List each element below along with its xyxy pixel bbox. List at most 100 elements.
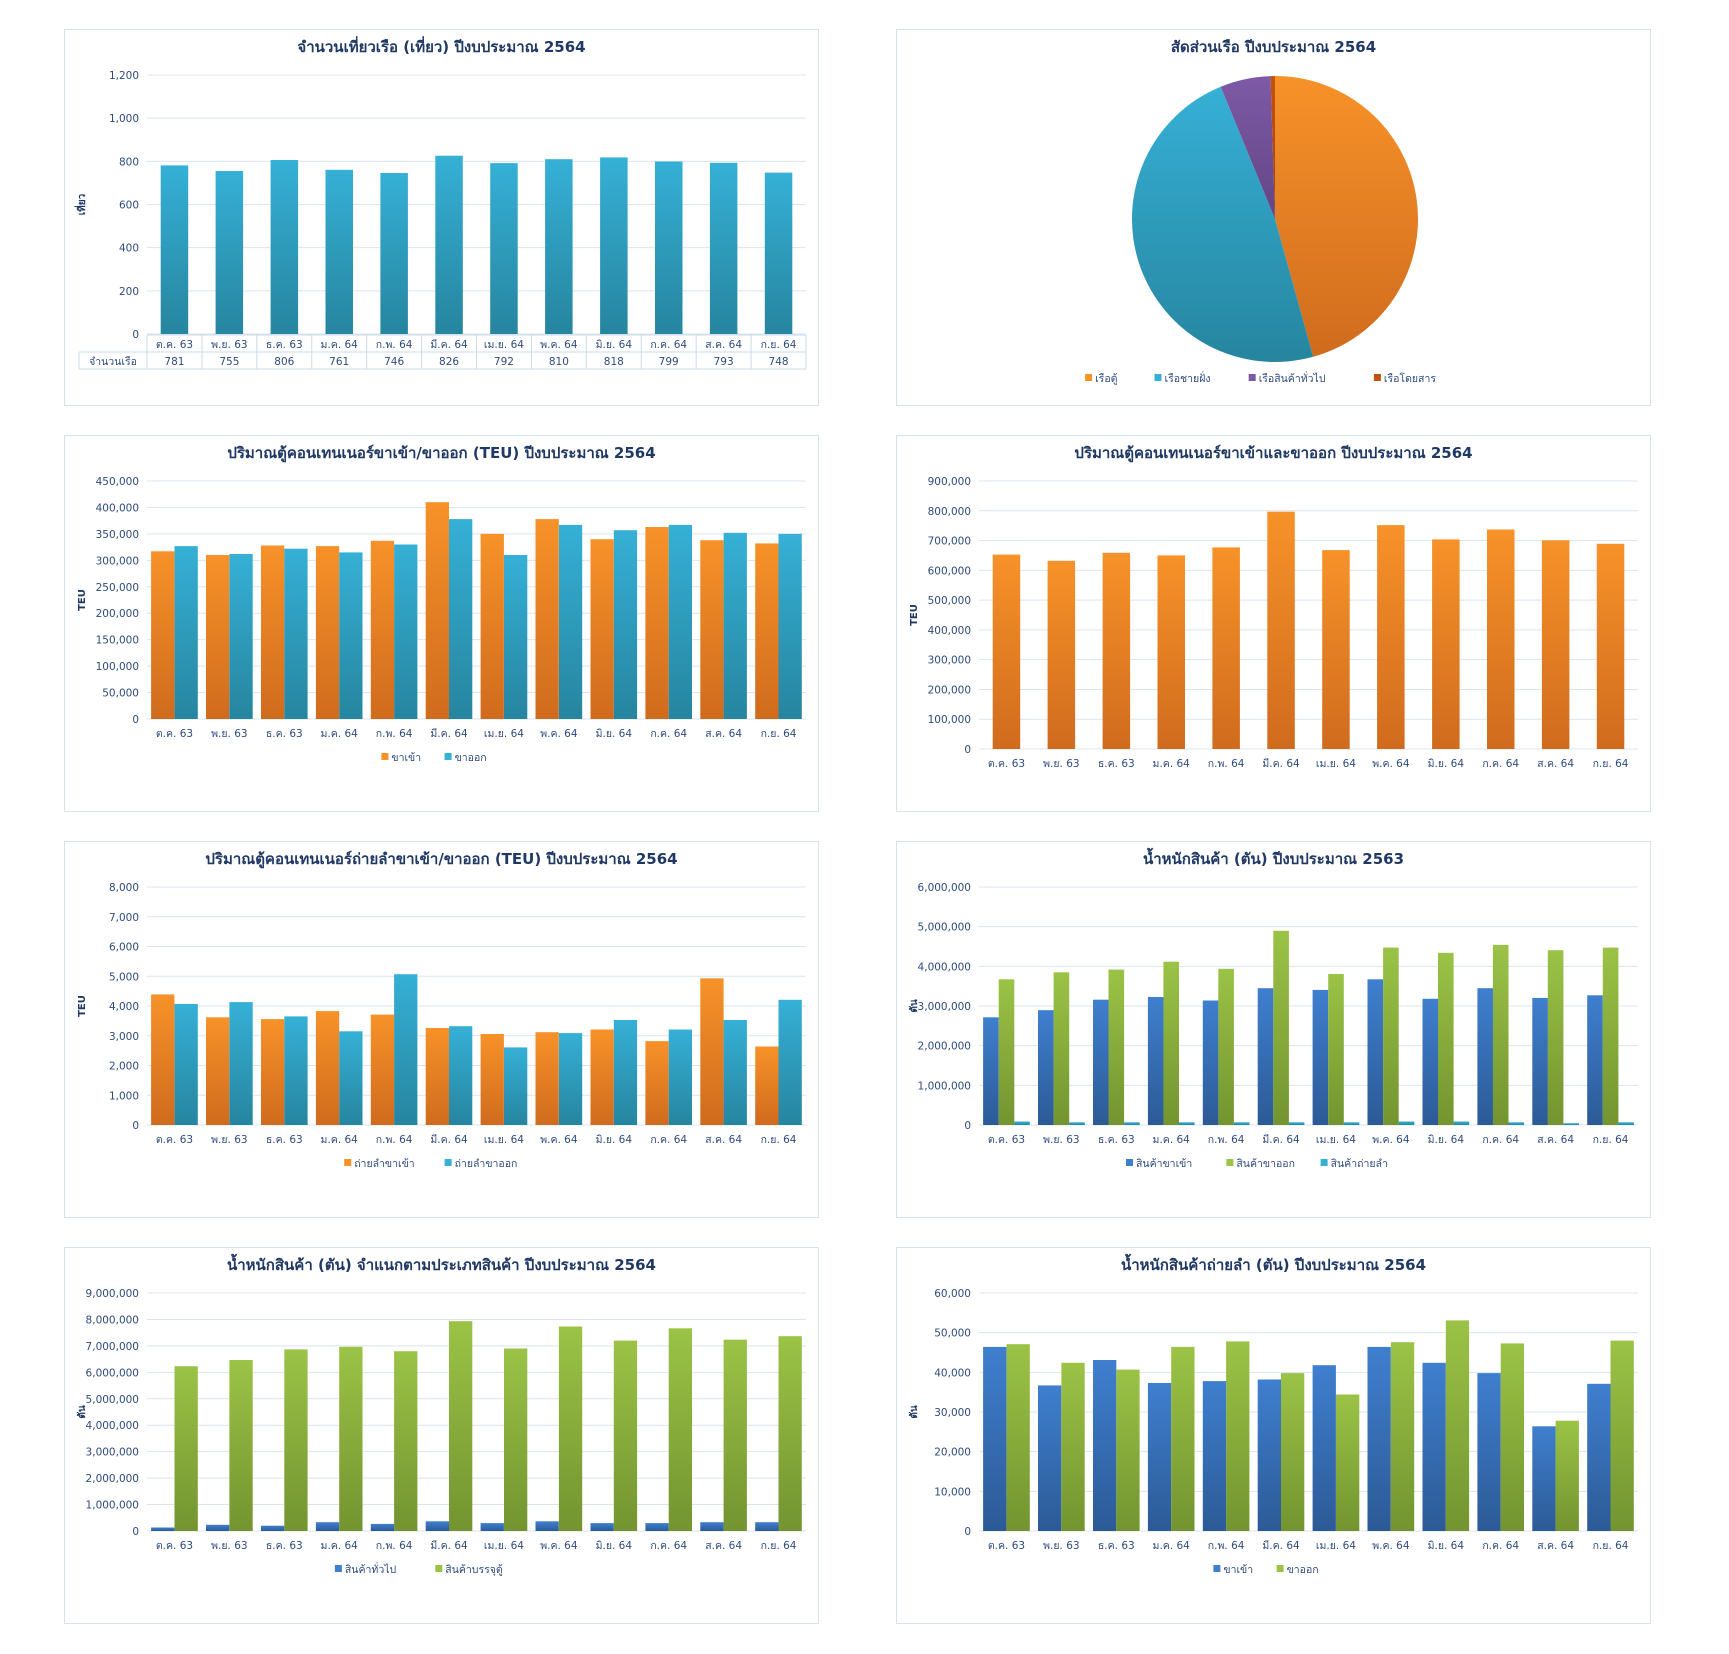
bar-จำนวนเรือ-1 xyxy=(215,171,244,334)
bar-ขาออก-1 xyxy=(229,554,253,719)
y-tick-label: 3,000,000 xyxy=(86,1447,139,1459)
x-tick-label: พ.ค. 64 xyxy=(1372,758,1410,770)
legend-swatch-green xyxy=(1226,1159,1234,1166)
y-tick-label: 7,000 xyxy=(109,912,139,924)
legend-swatch-teal xyxy=(1320,1159,1328,1166)
bar-ถ่ายลำขาเข้า-4 xyxy=(370,1014,395,1125)
bar-จำนวนเรือ-5 xyxy=(435,155,463,334)
y-tick-label: 50,000 xyxy=(934,1328,971,1340)
y-tick-label: 10,000 xyxy=(934,1486,971,1498)
cargo-by-type-bar-chart: น้ำหนักสินค้า (ตัน) จำแนกตามประเภทสินค้า… xyxy=(76,1253,806,1576)
bar-สินค้าขาเข้า-2 xyxy=(1093,999,1109,1125)
x-tick-label: ก.พ. 64 xyxy=(1208,1134,1245,1146)
bar-ถ่ายลำขาเข้า-5 xyxy=(425,1028,449,1125)
y-tick-label: 5,000 xyxy=(109,971,139,983)
y-tick-label: 400,000 xyxy=(96,502,139,514)
bar-จำนวนเรือ-10 xyxy=(709,162,738,334)
transship-weight-bar-chart: น้ำหนักสินค้าถ่ายลำ (ตัน) ปีงบประมาณ 256… xyxy=(908,1253,1638,1576)
x-tick-label: เม.ย. 64 xyxy=(484,1134,524,1146)
x-tick-label: ธ.ค. 63 xyxy=(266,339,303,351)
y-tick-label: 200 xyxy=(119,286,139,298)
pie-slice-1 xyxy=(1131,86,1314,363)
bar-จำนวนเรือ-6 xyxy=(490,163,518,334)
bar-ถ่ายลำขาเข้า-6 xyxy=(480,1034,504,1125)
y-tick-label: 250,000 xyxy=(96,582,139,594)
bar-จำนวนเรือ-2 xyxy=(270,160,299,334)
x-tick-label: เม.ย. 64 xyxy=(484,339,524,351)
bar-ขาออก-5 xyxy=(449,519,473,719)
legend-swatch-orange xyxy=(381,753,389,760)
bar-รวม-4 xyxy=(1212,547,1240,749)
x-tick-label: พ.ค. 64 xyxy=(1372,1540,1410,1552)
x-tick-label: ต.ค. 63 xyxy=(156,339,193,351)
x-tick-label: ธ.ค. 63 xyxy=(1098,758,1135,770)
y-tick-label: 400,000 xyxy=(928,625,971,637)
bar-ขาออก-9 xyxy=(668,524,692,719)
legend: เรือตู้ เรือชายฝั่ง เรือสินค้าทั่วไป เรือโด… xyxy=(1085,371,1436,385)
bar-ถ่ายลำขาออก-4 xyxy=(394,974,418,1125)
x-tick-label: พ.ย. 63 xyxy=(1043,1134,1079,1146)
x-tick-label: มิ.ย. 64 xyxy=(1428,1540,1465,1552)
chart-panel-teu-total: ปริมาณตู้คอนเทนเนอร์ขาเข้าและขาออก ปีงบป… xyxy=(896,435,1651,812)
bar-สินค้าถ่ายลำ-10 xyxy=(1563,1123,1579,1125)
y-tick-label: 7,000,000 xyxy=(86,1341,139,1353)
x-tick-label: ธ.ค. 63 xyxy=(1098,1540,1135,1552)
x-tick-label: มิ.ย. 64 xyxy=(596,339,633,351)
y-tick-label: 0 xyxy=(132,1120,139,1132)
legend-swatch-teal xyxy=(444,753,452,760)
x-tick-label: ส.ค. 64 xyxy=(1537,1134,1574,1146)
chart-title: น้ำหนักสินค้า (ตัน) จำแนกตามประเภทสินค้า… xyxy=(227,1253,656,1274)
y-tick-label: 300,000 xyxy=(96,555,139,567)
legend: สินค้าทั่วไป สินค้าบรรจุตู้ xyxy=(334,1562,503,1576)
y-tick-label: 8,000 xyxy=(109,882,139,894)
bar-ขาออก-3 xyxy=(1171,1346,1195,1531)
bar-ถ่ายลำขาออก-1 xyxy=(229,1002,253,1125)
bar-ขาออก-4 xyxy=(1226,1341,1250,1531)
x-tick-label: ก.ย. 64 xyxy=(761,339,797,351)
x-tick-label: ก.พ. 64 xyxy=(376,1134,413,1146)
bar-ถ่ายลำขาออก-9 xyxy=(668,1029,692,1125)
bar-ขาเข้า-10 xyxy=(700,540,724,719)
y-tick-label: 1,200 xyxy=(109,70,139,82)
x-tick-label: มี.ค. 64 xyxy=(430,1133,468,1146)
table-cell-value: 818 xyxy=(604,356,624,368)
y-axis-label: ตัน xyxy=(76,1405,88,1418)
x-tick-label: ก.ค. 64 xyxy=(1482,1134,1519,1146)
y-tick-label: 500,000 xyxy=(928,595,971,607)
bar-สินค้าขาเข้า-11 xyxy=(1587,995,1603,1125)
legend-swatch-teal xyxy=(444,1159,452,1166)
bar-ขาออก-0 xyxy=(174,546,198,719)
y-tick-label: 50,000 xyxy=(102,688,139,700)
x-tick-label: ส.ค. 64 xyxy=(705,1540,742,1552)
bar-จำนวนเรือ-4 xyxy=(380,173,408,334)
bar-สินค้าถ่ายลำ-11 xyxy=(1618,1122,1634,1125)
bar-สินค้าขาออก-3 xyxy=(1163,961,1179,1125)
legend-label: ขาออก xyxy=(1287,1564,1319,1576)
y-tick-label: 30,000 xyxy=(934,1407,971,1419)
y-tick-label: 600 xyxy=(119,200,139,212)
bar-ขาเข้า-6 xyxy=(1312,1365,1336,1531)
legend-swatch-teal xyxy=(1154,374,1162,381)
legend-label: สินค้าทั่วไป xyxy=(345,1562,397,1576)
x-tick-label: ก.ค. 64 xyxy=(650,339,687,351)
x-tick-label: ก.ค. 64 xyxy=(1482,1540,1519,1552)
legend-swatch-rust xyxy=(1373,374,1381,381)
bar-สินค้าถ่ายลำ-0 xyxy=(1014,1121,1030,1125)
y-axis-label: ตัน xyxy=(908,1405,920,1418)
bar-สินค้าขาออก-10 xyxy=(1547,950,1564,1125)
table-cell-value: 746 xyxy=(384,356,404,368)
teu-in-out-bar-chart: ปริมาณตู้คอนเทนเนอร์ขาเข้า/ขาออก (TEU) ป… xyxy=(77,444,806,764)
bar-สินค้าถ่ายลำ-4 xyxy=(1233,1122,1250,1125)
table-cell-value: 792 xyxy=(494,356,514,368)
x-tick-label: ม.ค. 64 xyxy=(1153,758,1191,770)
legend-label: เรือชายฝั่ง xyxy=(1165,371,1211,385)
bar-สินค้าบรรจุตู้-7 xyxy=(558,1326,583,1531)
bar-สินค้าขาออก-7 xyxy=(1383,947,1399,1125)
bar-สินค้าถ่ายลำ-9 xyxy=(1508,1122,1525,1125)
bar-ถ่ายลำขาเข้า-0 xyxy=(151,994,175,1125)
x-tick-label: ธ.ค. 63 xyxy=(266,1540,303,1552)
bar-สินค้าทั่วไป-9 xyxy=(645,1523,669,1531)
bar-สินค้าบรรจุตู้-5 xyxy=(449,1321,473,1531)
x-tick-label: ก.ค. 64 xyxy=(650,728,687,740)
y-tick-label: 300,000 xyxy=(928,655,971,667)
